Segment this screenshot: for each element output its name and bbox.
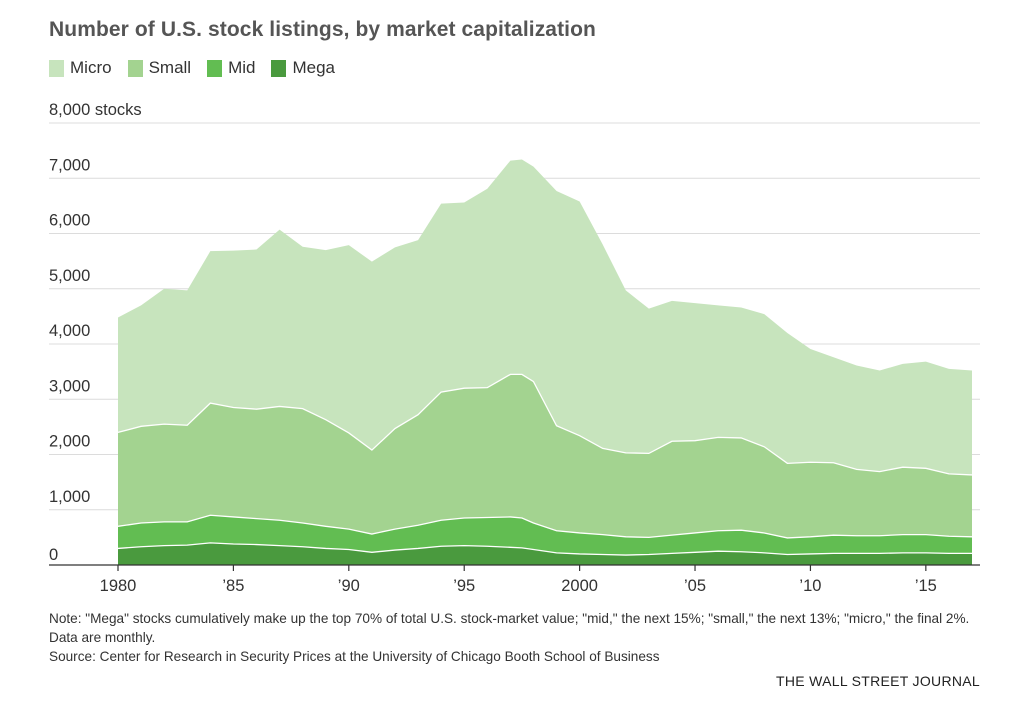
x-tick-label-1980: 1980 bbox=[100, 577, 137, 595]
y-tick-label-1000: 1,000 bbox=[49, 488, 90, 506]
legend-swatch-mid bbox=[207, 59, 223, 77]
stacked-area-chart: 0 1,000 2,000 3,000 4,000 5,000 6,000 7,000 8,00… bbox=[49, 101, 980, 595]
y-tick-label-0: 0 bbox=[49, 546, 58, 564]
y-tick-label-6000: 6,000 bbox=[49, 212, 90, 230]
source-text: Source: Center for Research in Security … bbox=[49, 649, 660, 664]
y-tick-label-3000: 3,000 bbox=[49, 377, 90, 395]
area-small bbox=[118, 374, 972, 538]
x-tick-label-1985: ’85 bbox=[222, 577, 244, 595]
y-tick-label-2000: 2,000 bbox=[49, 433, 90, 451]
legend-item-mega: Mega bbox=[271, 58, 335, 78]
chart-note: Note: "Mega" stocks cumulatively make up… bbox=[49, 609, 989, 666]
x-tick-label-2005: ’05 bbox=[684, 577, 706, 595]
axes: 0 1,000 2,000 3,000 4,000 5,000 6,000 7,000 8,00… bbox=[49, 101, 980, 595]
legend-swatch-micro bbox=[49, 59, 64, 77]
legend-swatch-small bbox=[127, 59, 143, 77]
x-tick-label-2015: ’15 bbox=[915, 577, 937, 595]
legend-label-mid: Mid bbox=[228, 58, 256, 77]
boundary-mid bbox=[117, 514, 973, 539]
x-tick-label-1995: ’95 bbox=[453, 577, 475, 595]
chart-title: Number of U.S. stock listings, by market… bbox=[49, 18, 596, 41]
legend-item-micro: Micro bbox=[49, 58, 112, 78]
legend-item-mid: Mid bbox=[207, 58, 255, 78]
area-mid bbox=[118, 515, 972, 556]
area-series bbox=[117, 159, 973, 565]
boundary-small bbox=[117, 373, 973, 476]
legend-swatch-mega bbox=[271, 59, 287, 77]
boundary-mega bbox=[117, 542, 972, 556]
x-tick-label-1990: ’90 bbox=[338, 577, 360, 595]
publisher-credit: THE WALL STREET JOURNAL bbox=[776, 673, 980, 689]
legend-label-mega: Mega bbox=[292, 58, 336, 77]
y-tick-label-5000: 5,000 bbox=[49, 267, 90, 285]
x-tick-label-2010: ’10 bbox=[799, 577, 821, 595]
area-mega bbox=[118, 542, 972, 565]
area-micro bbox=[118, 159, 972, 475]
x-tick-label-2000: 2000 bbox=[561, 577, 598, 595]
legend-label-small: Small bbox=[148, 58, 192, 77]
y-tick-label-7000: 7,000 bbox=[49, 156, 90, 174]
note-text: Note: "Mega" stocks cumulatively make up… bbox=[49, 611, 970, 645]
legend-item-small: Small bbox=[127, 58, 192, 78]
y-tick-label-4000: 4,000 bbox=[49, 322, 90, 340]
y-tick-label-8000: 8,000 stocks bbox=[49, 101, 142, 119]
legend-label-micro: Micro bbox=[70, 58, 112, 77]
chart-legend: Micro Small Mid Mega bbox=[49, 58, 351, 78]
